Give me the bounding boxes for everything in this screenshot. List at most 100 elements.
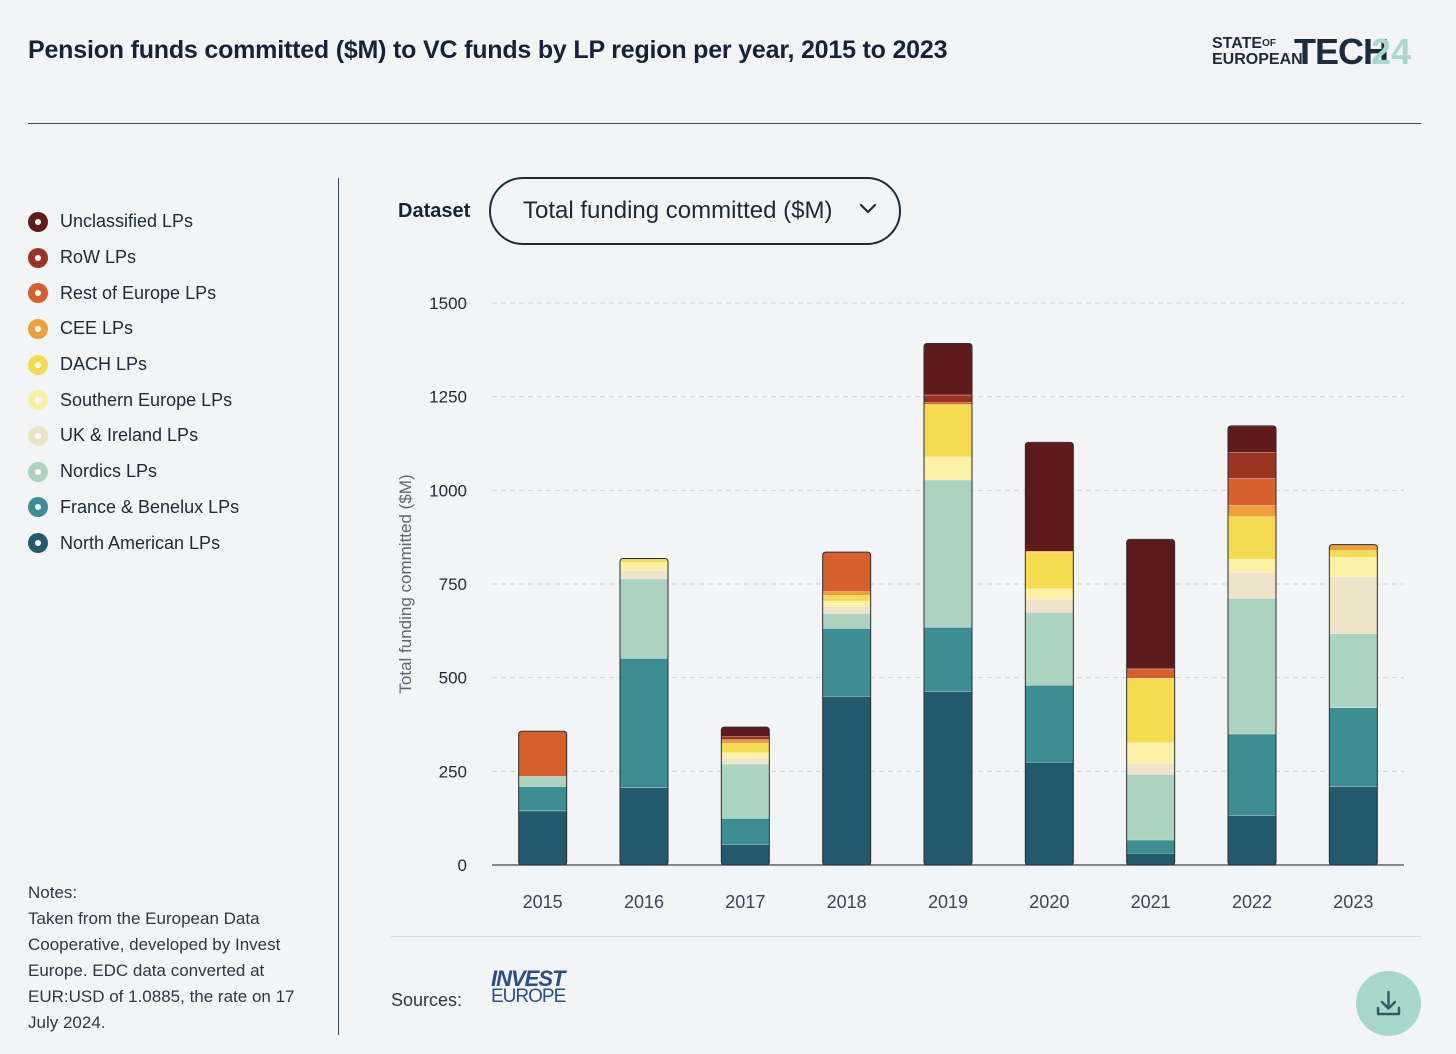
chart-title: Pension funds committed ($M) to VC funds… xyxy=(28,36,948,64)
legend-dot-icon xyxy=(28,354,48,375)
x-tick-label: 2019 xyxy=(928,892,968,912)
bar-segment-nordics-lps2017 xyxy=(721,763,770,819)
bar-segment-unclassified-lps2022 xyxy=(1228,425,1276,453)
legend-dot-icon xyxy=(28,318,48,339)
bar-segment-dach-lps2022 xyxy=(1228,516,1276,559)
bar-segment-north-american-lps2020 xyxy=(1025,761,1074,865)
legend-item-row[interactable]: RoW LPs xyxy=(28,240,239,276)
bar-segment-uk-ireland-lps2023 xyxy=(1329,576,1378,634)
bar-segment-southern-europe-lps2019 xyxy=(924,456,972,480)
bar-segment-southern-europe-lps2022 xyxy=(1228,558,1276,573)
x-tick-label: 2017 xyxy=(725,892,765,912)
bar-outline-2018 xyxy=(822,551,872,866)
legend-item-cee[interactable]: CEE LPs xyxy=(28,311,239,347)
legend-dot-icon xyxy=(28,461,48,482)
bar-segment-dach-lps2016 xyxy=(620,559,668,563)
legend-item-nordics[interactable]: Nordics LPs xyxy=(28,454,239,490)
bar-segment-dach-lps2018 xyxy=(822,595,871,601)
bar-outline-2022 xyxy=(1227,425,1277,866)
legend-dot-icon xyxy=(28,390,48,411)
bar-segment-unclassified-lps2020 xyxy=(1025,442,1074,552)
bar-segment-dach-lps2023 xyxy=(1329,550,1378,558)
x-tick-label: 2021 xyxy=(1131,892,1171,912)
x-tick-label: 2016 xyxy=(624,892,664,912)
bar-segment-north-american-lps2017 xyxy=(721,844,770,865)
bar-segment-uk-ireland-lps2018 xyxy=(822,606,871,614)
bar-segment-france-benelux-lps2019 xyxy=(924,627,972,692)
bar-segment-france-benelux-lps2022 xyxy=(1228,733,1276,816)
bar-segment-cee-lps2020 xyxy=(1025,551,1074,553)
y-tick-label: 500 xyxy=(439,669,467,688)
bar-outline-2020 xyxy=(1024,441,1074,866)
bar-segment-north-american-lps2022 xyxy=(1228,815,1276,865)
bar-segment-dach-lps2020 xyxy=(1025,552,1074,589)
bar-segment-nordics-lps2018 xyxy=(822,613,871,629)
legend-item-southern-europe[interactable]: Southern Europe LPs xyxy=(28,382,239,418)
bar-segment-rest-of-europe-lps2021 xyxy=(1126,668,1175,679)
bar-segment-nordics-lps2015 xyxy=(518,776,567,787)
bar-segment-north-american-lps2016 xyxy=(620,787,668,865)
dataset-selected-value: Total funding committed ($M) xyxy=(523,197,833,224)
bar-segment-southern-europe-lps2018 xyxy=(822,600,871,607)
invest-europe-logo[interactable]: INVEST EUROPE xyxy=(491,966,566,1007)
bar-segment-cee-lps2018 xyxy=(822,591,871,596)
bar-segment-cee-lps2023 xyxy=(1329,544,1378,551)
y-tick-label: 250 xyxy=(439,762,467,781)
bar-segment-southern-europe-lps2021 xyxy=(1126,742,1175,764)
legend: Unclassified LPs RoW LPs Rest of Europe … xyxy=(28,204,239,561)
bar-segment-france-benelux-lps2017 xyxy=(721,818,770,845)
y-tick-label: 1250 xyxy=(429,388,467,407)
legend-dot-icon xyxy=(28,425,48,446)
download-icon xyxy=(1376,990,1401,1016)
legend-item-dach[interactable]: DACH LPs xyxy=(28,347,239,383)
bar-segment-nordics-lps2016 xyxy=(620,578,668,659)
bar-segment-france-benelux-lps2021 xyxy=(1126,839,1175,854)
bar-segment-cee-lps2022 xyxy=(1228,505,1276,517)
x-tick-label: 2015 xyxy=(523,892,563,912)
bar-segment-france-benelux-lps2023 xyxy=(1329,707,1378,787)
y-tick-label: 1000 xyxy=(429,481,467,500)
bar-segment-southern-europe-lps2016 xyxy=(620,562,668,571)
bar-segment-nordics-lps2020 xyxy=(1025,612,1074,686)
legend-item-unclassified[interactable]: Unclassified LPs xyxy=(28,204,239,240)
bar-segment-unclassified-lps2017 xyxy=(721,727,770,737)
bar-segment-north-american-lps2018 xyxy=(822,696,871,865)
bar-outline-2021 xyxy=(1126,538,1176,866)
bar-segment-nordics-lps2021 xyxy=(1126,774,1175,840)
y-tick-label: 0 xyxy=(458,856,467,875)
bar-segment-unclassified-lps2021 xyxy=(1126,539,1175,669)
bar-segment-nordics-lps2023 xyxy=(1329,633,1378,708)
legend-item-rest-of-europe[interactable]: Rest of Europe LPs xyxy=(28,275,239,311)
sources-divider xyxy=(391,936,1421,937)
bar-segment-row-lps2017 xyxy=(721,736,770,740)
bar-segment-france-benelux-lps2016 xyxy=(620,658,668,788)
bar-segment-nordics-lps2022 xyxy=(1228,598,1276,734)
bar-segment-dach-lps2017 xyxy=(721,743,770,753)
notes-text: Taken from the European Data Cooperative… xyxy=(28,909,295,1032)
bar-outline-2016 xyxy=(619,558,669,866)
download-button[interactable] xyxy=(1356,971,1421,1036)
dataset-dropdown[interactable]: Total funding committed ($M) xyxy=(489,177,901,245)
notes: Notes: Taken from the European Data Coop… xyxy=(28,880,318,1036)
x-tick-label: 2022 xyxy=(1232,892,1272,912)
header-divider xyxy=(28,123,1421,124)
legend-dot-icon xyxy=(28,533,48,554)
bar-segment-southern-europe-lps2023 xyxy=(1329,557,1378,577)
legend-item-france-benelux[interactable]: France & Benelux LPs xyxy=(28,490,239,526)
bar-segment-nordics-lps2019 xyxy=(924,479,972,628)
legend-dot-icon xyxy=(28,247,48,268)
bar-segment-row-lps2022 xyxy=(1228,452,1276,479)
bar-segment-uk-ireland-lps2020 xyxy=(1025,598,1074,613)
bar-segment-france-benelux-lps2018 xyxy=(822,628,871,697)
legend-item-uk-ireland[interactable]: UK & Ireland LPs xyxy=(28,418,239,454)
bar-segment-southern-europe-lps2020 xyxy=(1025,588,1074,599)
legend-dot-icon xyxy=(28,497,48,518)
sidebar-divider xyxy=(338,178,339,1035)
y-axis-label: Total funding committed ($M) xyxy=(396,474,415,693)
bar-segment-southern-europe-lps2017 xyxy=(721,752,770,759)
bar-segment-row-lps2019 xyxy=(924,394,972,403)
bar-segment-uk-ireland-lps2021 xyxy=(1126,763,1175,775)
bar-segment-rest-of-europe-lps2018 xyxy=(822,552,871,592)
bar-segment-uk-ireland-lps2016 xyxy=(620,570,668,579)
legend-item-north-american[interactable]: North American LPs xyxy=(28,525,239,561)
